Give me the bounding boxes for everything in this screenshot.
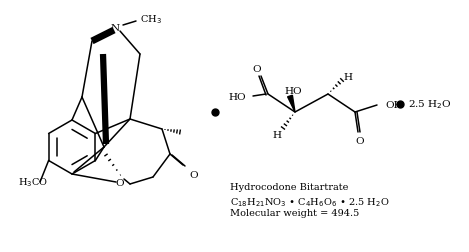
Text: H: H (272, 130, 281, 139)
Text: O: O (253, 64, 261, 73)
Text: Hydrocodone Bitartrate: Hydrocodone Bitartrate (230, 182, 348, 191)
Text: CH$_3$: CH$_3$ (140, 14, 162, 26)
Text: N: N (110, 23, 120, 32)
Text: C$_{18}$H$_{21}$NO$_3$ $\bullet$ C$_4$H$_6$O$_6$ $\bullet$ 2.5 H$_2$O: C$_{18}$H$_{21}$NO$_3$ $\bullet$ C$_4$H$… (230, 195, 389, 208)
Text: O: O (116, 178, 124, 187)
Text: Molecular weight = 494.5: Molecular weight = 494.5 (230, 208, 359, 217)
Text: O: O (189, 170, 197, 179)
Text: OH: OH (385, 100, 402, 109)
Text: 2.5 H$_2$O: 2.5 H$_2$O (408, 98, 452, 111)
Text: H$_3$CO: H$_3$CO (18, 176, 48, 189)
Text: HO: HO (228, 92, 246, 101)
Text: H: H (343, 72, 353, 81)
Text: HO: HO (284, 86, 302, 95)
Polygon shape (287, 96, 295, 113)
Text: O: O (356, 136, 364, 145)
